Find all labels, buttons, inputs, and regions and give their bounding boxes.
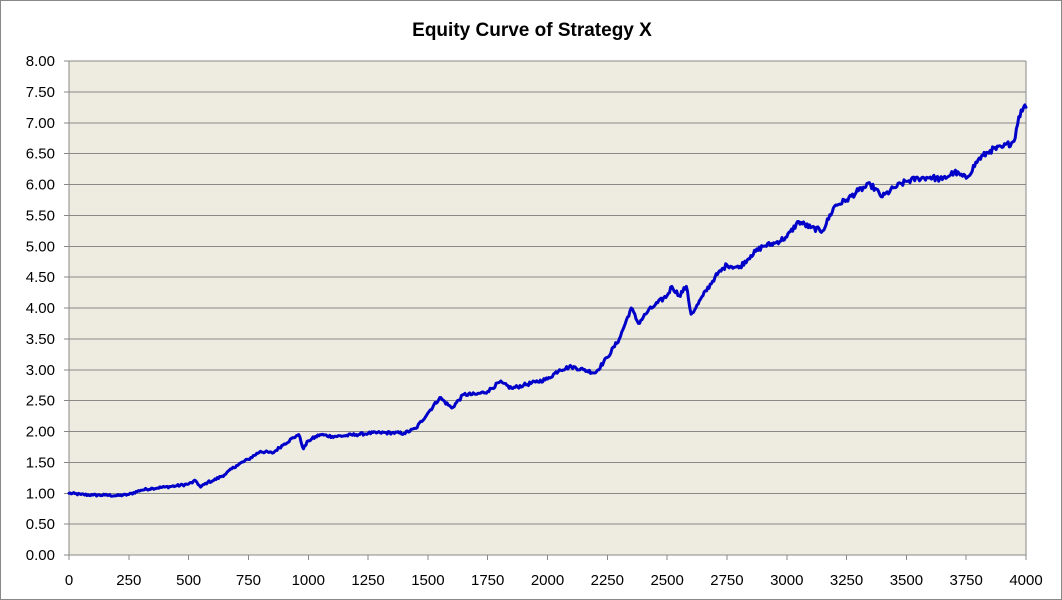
x-tick-label: 250 — [116, 572, 141, 589]
x-tick-label: 750 — [236, 572, 261, 589]
x-tick-label: 2500 — [650, 572, 683, 589]
y-tick-label: 3.50 — [26, 331, 55, 348]
gridlines — [69, 60, 1026, 556]
chart-title: Equity Curve of Strategy X — [412, 20, 652, 41]
y-tick-label: 2.00 — [26, 424, 55, 441]
y-tick-label: 5.00 — [26, 238, 55, 255]
x-tick-label: 3750 — [950, 572, 983, 589]
x-axis-tick-labels: 0 250 500 750 1000 1250 1500 1750 2000 2250 2500 27… — [65, 572, 1043, 589]
y-tick-label: 8.00 — [26, 53, 55, 70]
y-tick-label: 7.00 — [26, 115, 55, 132]
y-tick-label: 6.00 — [26, 177, 55, 194]
x-tick-label: 2750 — [710, 572, 743, 589]
x-tick-label: 1000 — [292, 572, 325, 589]
x-tick-label: 1250 — [351, 572, 384, 589]
y-tick-label: 0.00 — [26, 547, 55, 564]
series-layer — [67, 103, 1028, 498]
x-tick-label: 3500 — [890, 572, 923, 589]
y-tick-label: 7.50 — [26, 84, 55, 101]
x-tick-label: 3000 — [770, 572, 803, 589]
y-tick-label: 3.00 — [26, 362, 55, 379]
y-tick-label: 1.00 — [26, 485, 55, 502]
x-tick-label: 500 — [176, 572, 201, 589]
y-tick-label: 0.50 — [26, 516, 55, 533]
y-tick-label: 4.00 — [26, 300, 55, 317]
x-tick-label: 0 — [65, 572, 73, 589]
x-tick-label: 2000 — [531, 572, 564, 589]
x-tick-label: 1500 — [411, 572, 444, 589]
y-axis-tick-labels: 0.00 0.50 1.00 1.50 2.00 2.50 3.00 3.50 4.00 4.50… — [26, 53, 55, 564]
x-tick-label: 4000 — [1009, 572, 1042, 589]
x-tick-label: 2250 — [591, 572, 624, 589]
y-tick-label: 5.50 — [26, 207, 55, 224]
y-tick-label: 2.50 — [26, 393, 55, 410]
x-tick-label: 1750 — [471, 572, 504, 589]
y-tick-label: 6.50 — [26, 146, 55, 163]
y-tick-label: 1.50 — [26, 454, 55, 471]
equity-series-line — [67, 103, 1028, 498]
x-tick-label: 3250 — [830, 572, 863, 589]
y-tick-label: 4.50 — [26, 269, 55, 286]
